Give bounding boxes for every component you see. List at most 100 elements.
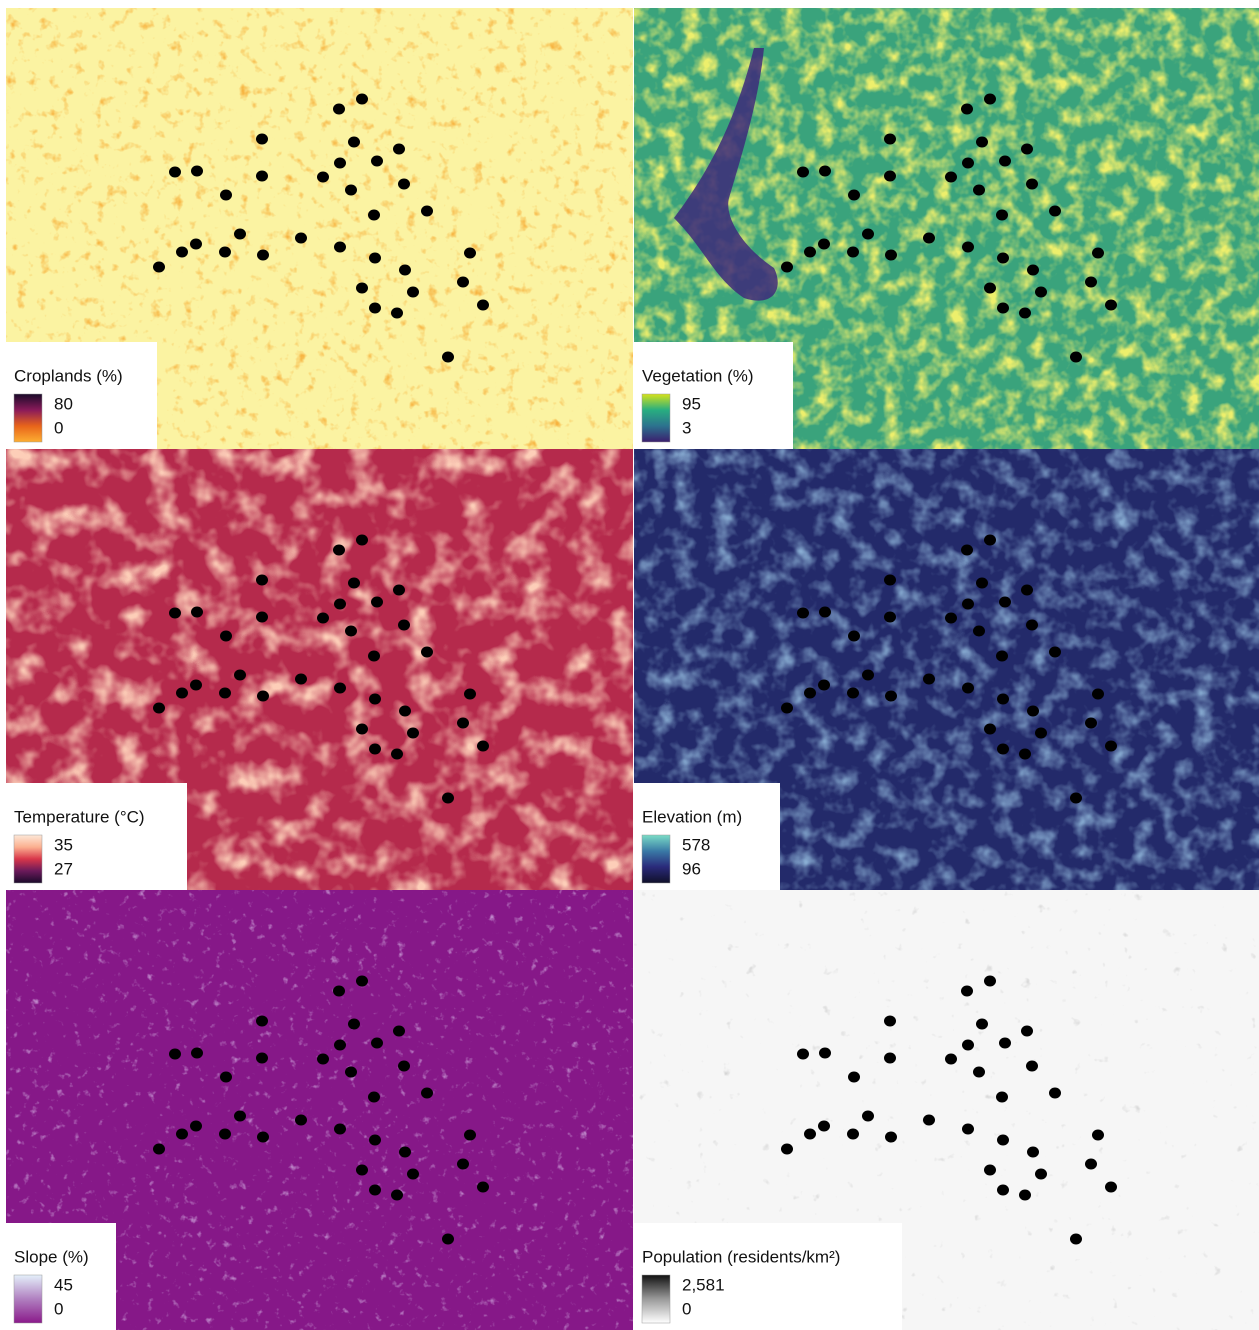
sample-site (984, 1165, 996, 1176)
legend-max: 80 (54, 394, 73, 413)
sample-site (1105, 300, 1117, 311)
sample-site (847, 1129, 859, 1140)
sample-site (317, 1054, 329, 1065)
legend-min: 3 (682, 418, 691, 437)
sample-site (190, 239, 202, 250)
sample-site (190, 1121, 202, 1132)
legend-title: Slope (%) (14, 1247, 89, 1266)
legend-min: 27 (54, 859, 73, 878)
sample-site (257, 1132, 269, 1143)
legend-colorbar (642, 1275, 670, 1323)
sample-site (345, 626, 357, 637)
sample-site (862, 670, 874, 681)
sample-site (999, 156, 1011, 167)
sample-site (334, 1124, 346, 1135)
map-panel: Croplands (%)800 (6, 8, 633, 449)
sample-site (256, 612, 268, 623)
sample-site (1019, 749, 1031, 760)
sample-site (407, 287, 419, 298)
sample-site (345, 1067, 357, 1078)
legend-max: 45 (54, 1275, 73, 1294)
sample-site (973, 626, 985, 637)
sample-site (219, 688, 231, 699)
sample-site (256, 575, 268, 586)
sample-site (191, 1048, 203, 1059)
sample-site (295, 1115, 307, 1126)
sample-site (391, 1190, 403, 1201)
sample-site (348, 578, 360, 589)
sample-site (219, 1129, 231, 1140)
sample-site (371, 597, 383, 608)
sample-site (317, 172, 329, 183)
legend-title: Vegetation (%) (642, 366, 754, 385)
sample-site (398, 1061, 410, 1072)
sample-site (984, 724, 996, 735)
sample-site (984, 535, 996, 546)
map-panel: Elevation (m)57896 (634, 449, 1259, 890)
sample-site (781, 703, 793, 714)
sample-site (348, 137, 360, 148)
map-figure: Croplands (%)800Vegetation (%)953Tempera… (0, 0, 1259, 1330)
sample-site (457, 718, 469, 729)
sample-site (477, 1182, 489, 1193)
map-panel: Vegetation (%)953 (634, 8, 1259, 449)
sample-site (1019, 308, 1031, 319)
sample-site (371, 1038, 383, 1049)
sample-site (256, 1053, 268, 1064)
sample-site (797, 167, 809, 178)
sample-site (220, 190, 232, 201)
sample-site (781, 1144, 793, 1155)
sample-site (393, 1026, 405, 1037)
sample-site (984, 94, 996, 105)
sample-site (369, 303, 381, 314)
sample-site (1021, 144, 1033, 155)
sample-site (398, 620, 410, 631)
sample-site (847, 247, 859, 258)
sample-site (1085, 277, 1097, 288)
sample-site (169, 1049, 181, 1060)
sample-site (818, 1121, 830, 1132)
sample-site (334, 1040, 346, 1051)
sample-site (1035, 728, 1047, 739)
sample-site (997, 1185, 1009, 1196)
legend-min: 0 (682, 1299, 691, 1318)
sample-site (976, 1019, 988, 1030)
sample-site (862, 1111, 874, 1122)
sample-site (176, 1129, 188, 1140)
sample-site (885, 250, 897, 261)
sample-site (818, 239, 830, 250)
sample-site (848, 1072, 860, 1083)
sample-site (257, 691, 269, 702)
sample-site (1070, 1234, 1082, 1245)
sample-site (334, 599, 346, 610)
sample-site (804, 688, 816, 699)
sample-site (885, 691, 897, 702)
sample-site (371, 156, 383, 167)
sample-site (984, 283, 996, 294)
sample-site (884, 171, 896, 182)
sample-site (399, 1147, 411, 1158)
sample-site (962, 599, 974, 610)
sample-site (169, 608, 181, 619)
sample-site (1049, 647, 1061, 658)
sample-site (191, 166, 203, 177)
sample-site (356, 94, 368, 105)
sample-site (464, 248, 476, 259)
legend-title: Elevation (m) (642, 807, 742, 826)
sample-site (234, 1111, 246, 1122)
sample-site (1085, 1159, 1097, 1170)
sample-site (797, 608, 809, 619)
sample-site (399, 265, 411, 276)
sample-site (996, 210, 1008, 221)
sample-site (819, 1048, 831, 1059)
sample-site (256, 134, 268, 145)
sample-site (884, 1053, 896, 1064)
sample-site (464, 1130, 476, 1141)
sample-site (976, 578, 988, 589)
sample-site (369, 253, 381, 264)
sample-site (333, 545, 345, 556)
sample-site (976, 137, 988, 148)
sample-site (369, 744, 381, 755)
sample-site (234, 229, 246, 240)
sample-site (862, 229, 874, 240)
